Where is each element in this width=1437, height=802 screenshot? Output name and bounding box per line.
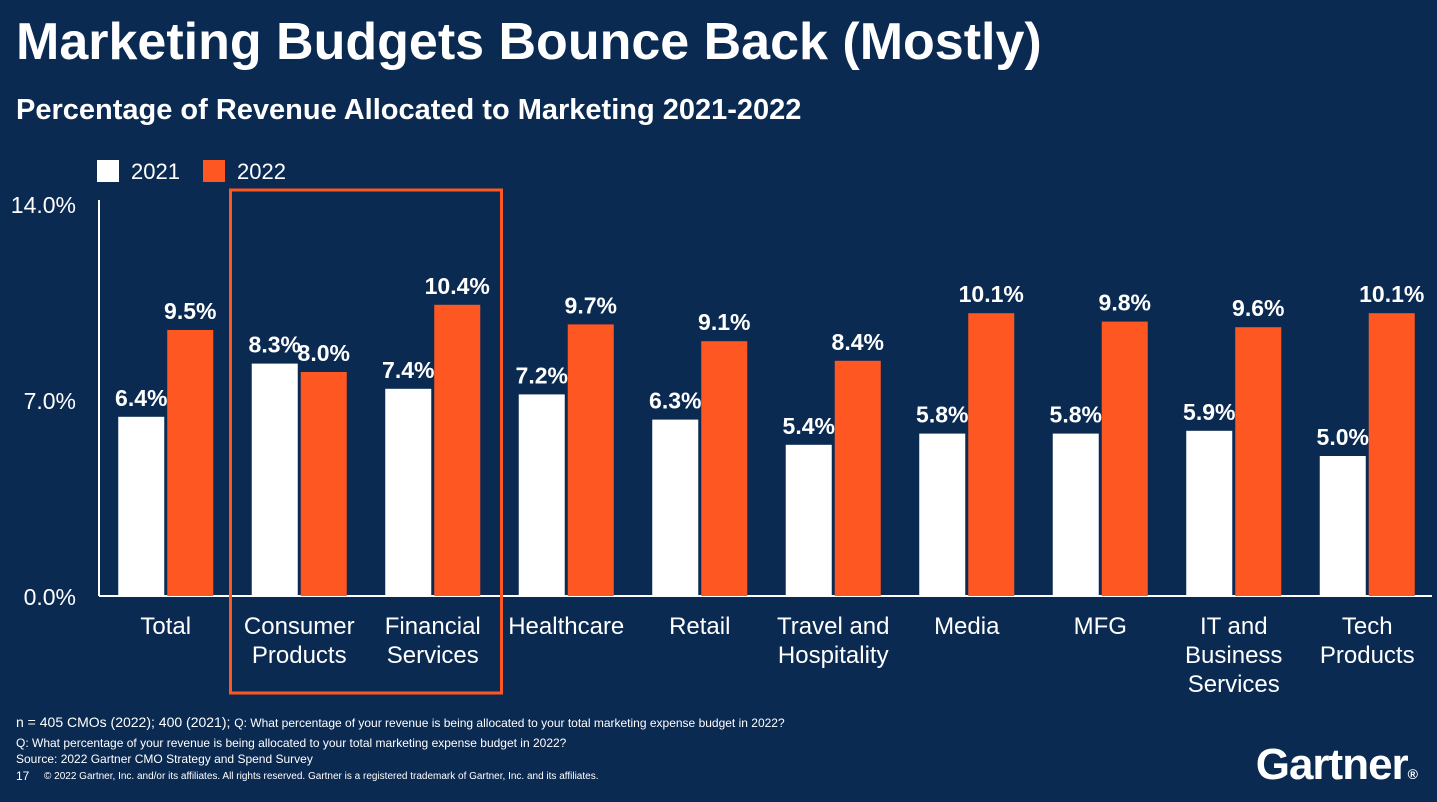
bar-2021 xyxy=(785,444,832,596)
data-label-2022: 8.0% xyxy=(298,340,350,366)
bar-2022 xyxy=(567,324,614,596)
x-tick-label: Healthcare xyxy=(508,613,624,640)
data-label-2021: 8.3% xyxy=(249,332,301,358)
data-label-2022: 10.1% xyxy=(959,281,1024,307)
logo-text: Gartner xyxy=(1255,740,1409,789)
bar-2021 xyxy=(919,433,966,596)
legend-swatch-2022 xyxy=(203,160,225,182)
bar-2021 xyxy=(1186,430,1233,596)
bar-2021 xyxy=(251,363,298,596)
bar-2022 xyxy=(968,313,1015,596)
data-label-2022: 8.4% xyxy=(832,329,884,355)
x-tick-label: Travel and xyxy=(777,613,890,640)
x-tick-label: Media xyxy=(934,613,1000,640)
legend-label-2022: 2022 xyxy=(237,159,286,184)
data-label-2021: 7.2% xyxy=(516,362,568,388)
bar-2022 xyxy=(834,360,881,596)
data-label-2022: 9.8% xyxy=(1099,290,1151,316)
page-number: 17 xyxy=(16,769,30,783)
bar-2021 xyxy=(385,388,432,596)
x-tick-label: Products xyxy=(252,642,347,669)
x-tick-label: Hospitality xyxy=(778,642,889,669)
bar-2021 xyxy=(1052,433,1099,596)
slide-title: Marketing Budgets Bounce Back (Mostly) xyxy=(16,13,1042,71)
y-tick-label: 0.0% xyxy=(24,584,76,610)
copyright-notice: © 2022 Gartner, Inc. and/or its affiliat… xyxy=(44,771,599,782)
bar-2021 xyxy=(518,394,565,596)
footnote-question: Q: What percentage of your revenue is be… xyxy=(16,736,567,750)
data-label-2022: 9.7% xyxy=(565,292,617,318)
bar-2022 xyxy=(434,304,481,596)
data-label-2021: 6.4% xyxy=(115,385,167,411)
x-tick-label: Business xyxy=(1185,642,1282,669)
gartner-logo: Gartner® xyxy=(1255,740,1418,790)
footnote-n: n = 405 CMOs (2022); 400 (2021); xyxy=(16,714,231,730)
x-tick-label: Retail xyxy=(669,613,730,640)
x-tick-label: MFG xyxy=(1074,613,1127,640)
bar-2022 xyxy=(701,341,748,596)
bar-2022 xyxy=(1235,327,1282,596)
data-label-2022: 9.5% xyxy=(164,298,216,324)
x-tick-label: Services xyxy=(1188,671,1280,698)
data-label-2021: 5.9% xyxy=(1183,399,1235,425)
data-label-2021: 5.0% xyxy=(1317,424,1369,450)
chart-subtitle: Percentage of Revenue Allocated to Marke… xyxy=(16,94,802,126)
data-label-2022: 9.1% xyxy=(698,309,750,335)
x-tick-label: Services xyxy=(387,642,479,669)
y-tick-label: 14.0% xyxy=(11,192,76,218)
data-label-2021: 5.4% xyxy=(783,413,835,439)
source-note: Source: 2022 Gartner CMO Strategy and Sp… xyxy=(16,752,313,766)
data-label-2021: 6.3% xyxy=(649,388,701,414)
bar-2021 xyxy=(652,419,699,596)
x-tick-label: Products xyxy=(1320,642,1415,669)
bar-2022 xyxy=(167,330,214,596)
x-tick-label: Financial xyxy=(385,613,481,640)
x-tick-label: IT and xyxy=(1200,613,1268,640)
data-label-2021: 7.4% xyxy=(382,357,434,383)
data-label-2021: 5.8% xyxy=(916,402,968,428)
highlight-box xyxy=(229,188,503,695)
bar-2022 xyxy=(1101,321,1148,596)
x-tick-label: Total xyxy=(140,613,191,640)
bar-chart: 0.0%7.0%14.0%2021 20226.4%9.5%Total8.3%8.… xyxy=(11,159,1432,698)
data-label-2022: 9.6% xyxy=(1232,295,1284,321)
data-label-2022: 10.1% xyxy=(1359,281,1424,307)
logo-registered-mark: ® xyxy=(1407,766,1418,782)
bar-2021 xyxy=(118,416,165,596)
legend-label-2021: 2021 xyxy=(131,159,180,184)
x-tick-label: Consumer xyxy=(244,613,355,640)
bar-2021 xyxy=(1319,456,1366,596)
data-label-2022: 10.4% xyxy=(425,273,490,299)
footnote-sample: n = 405 CMOs (2022); 400 (2021); Q: What… xyxy=(16,714,785,730)
bar-2022 xyxy=(1368,313,1415,596)
footnote-question-inline: Q: What percentage of your revenue is be… xyxy=(234,716,785,730)
x-tick-label: Tech xyxy=(1342,613,1393,640)
y-tick-label: 7.0% xyxy=(24,388,76,414)
data-label-2021: 5.8% xyxy=(1050,402,1102,428)
bar-2022 xyxy=(300,372,347,596)
legend-swatch-2021 xyxy=(97,160,119,182)
